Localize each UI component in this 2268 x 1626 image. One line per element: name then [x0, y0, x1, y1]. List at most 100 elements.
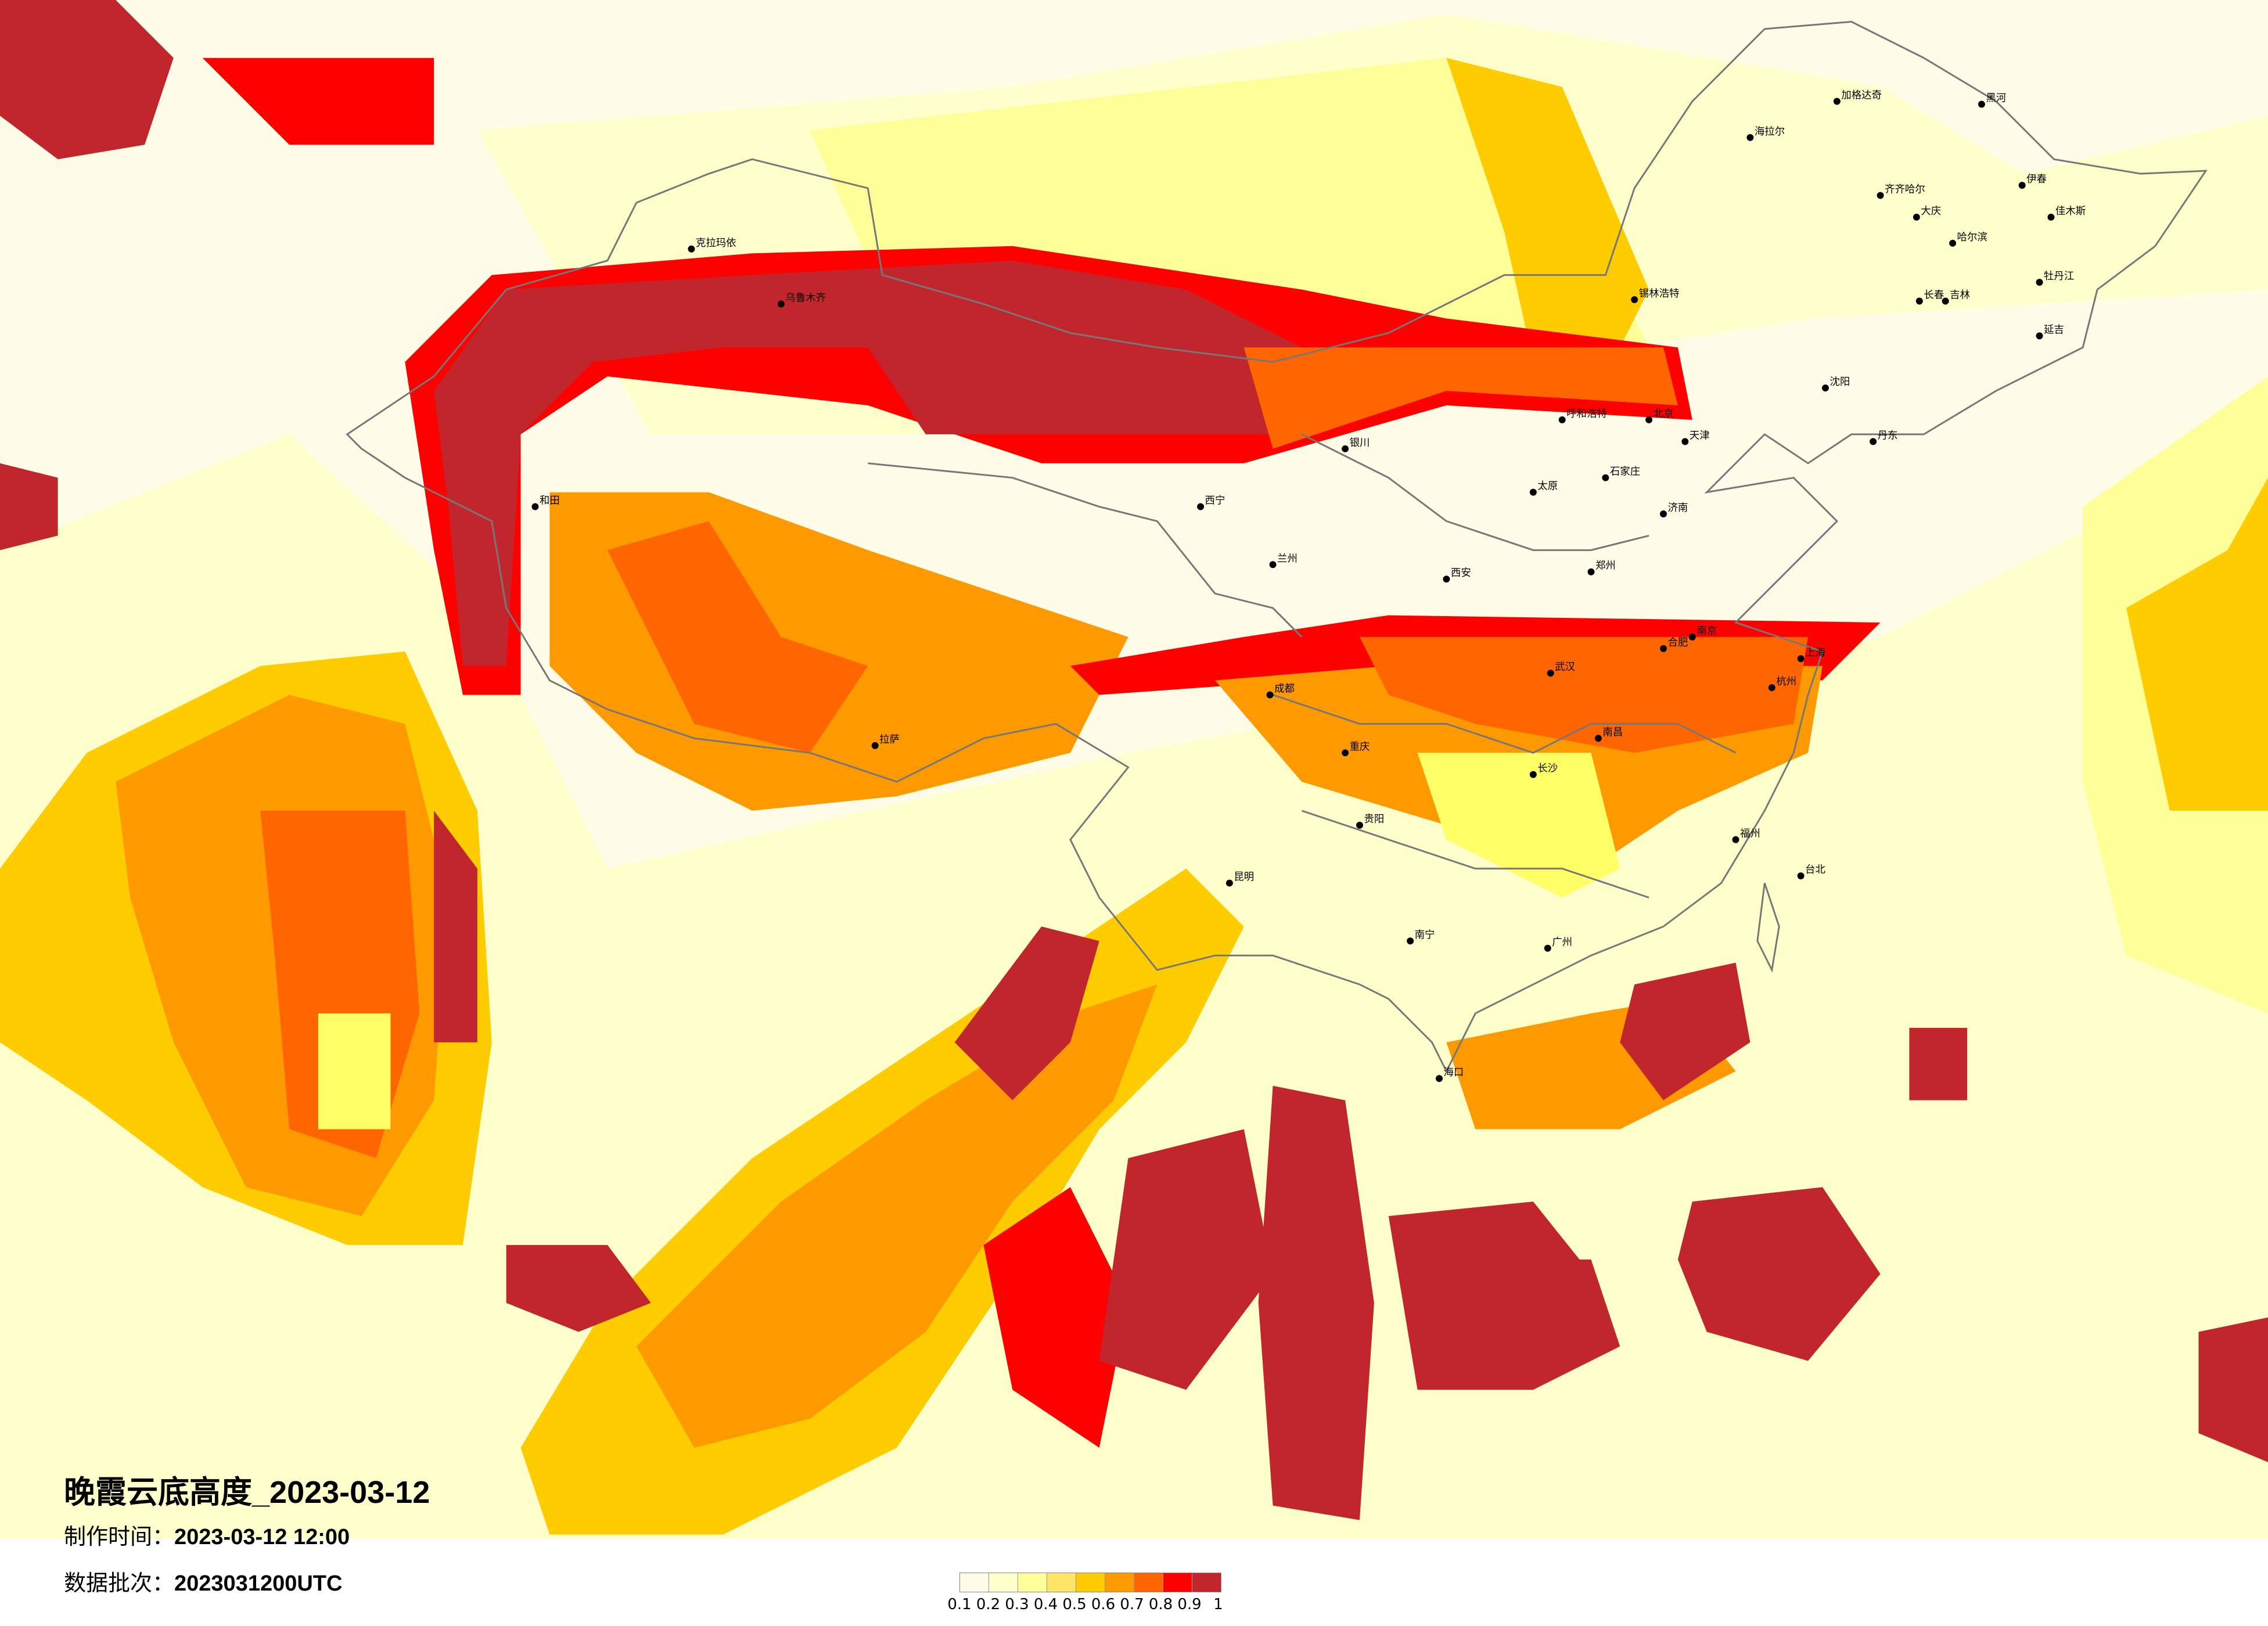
color-legend — [959, 1573, 1221, 1592]
city-dot — [1870, 438, 1877, 445]
city-dot — [1436, 1075, 1443, 1082]
city-dot — [2018, 182, 2026, 189]
city-dot — [1631, 296, 1638, 304]
city-label: 丹东 — [1878, 430, 1898, 441]
city-dot — [1544, 944, 1551, 952]
city-label: 贵阳 — [1364, 814, 1384, 825]
city-dot — [1342, 749, 1349, 757]
city-label: 伊春 — [2026, 174, 2047, 185]
city-label: 重庆 — [1350, 741, 1370, 753]
city-label: 长沙 — [1537, 763, 1558, 775]
city-label: 和田 — [540, 495, 560, 507]
legend-label: 0.7 — [1120, 1596, 1144, 1613]
city-dot — [531, 503, 539, 510]
city-dot — [1768, 684, 1775, 692]
city-dot — [688, 245, 695, 253]
title-date: _2023-03-12 — [252, 1475, 430, 1510]
legend-label: 0.4 — [1033, 1596, 1058, 1613]
city-dot — [1356, 821, 1363, 829]
legend-swatch — [1018, 1573, 1047, 1592]
legend-label: 0.9 — [1177, 1596, 1202, 1613]
city-dot — [2036, 279, 2043, 286]
city-label: 黑河 — [1986, 92, 2006, 104]
city-label: 石家庄 — [1610, 466, 1640, 478]
city-label: 广州 — [1552, 937, 1572, 948]
city-dot — [1913, 213, 1920, 221]
city-label: 郑州 — [1595, 560, 1616, 572]
city-dot — [1681, 438, 1689, 445]
legend-swatch — [960, 1573, 989, 1592]
city-label: 西安 — [1451, 567, 1471, 579]
city-label: 西宁 — [1205, 495, 1225, 507]
city-dot — [1645, 416, 1653, 423]
city-dot — [1407, 937, 1414, 945]
city-label: 延吉 — [2044, 324, 2064, 336]
legend-swatch — [1076, 1573, 1105, 1592]
city-label: 天津 — [1690, 430, 1710, 441]
city-label: 哈尔滨 — [1957, 232, 1987, 243]
city-dot — [1949, 239, 1957, 247]
city-dot — [1197, 503, 1205, 510]
city-dot — [1594, 735, 1602, 742]
city-dot — [1877, 192, 1884, 199]
city-dot — [1797, 655, 1805, 663]
city-label: 锡林浩特 — [1639, 288, 1680, 300]
legend-label: 0.8 — [1148, 1596, 1173, 1613]
city-dot — [1266, 691, 1274, 699]
city-label: 太原 — [1537, 481, 1558, 492]
city-dot — [2036, 332, 2043, 340]
city-dot — [1225, 879, 1233, 887]
production-time-label: 制作时间： — [64, 1524, 175, 1549]
data-batch-value: 2023031200UTC — [174, 1571, 343, 1596]
legend-label: 0.5 — [1062, 1596, 1087, 1613]
city-dot — [1732, 836, 1739, 843]
city-label: 昆明 — [1234, 872, 1254, 883]
legend-swatch — [1105, 1573, 1134, 1592]
city-label: 杭州 — [1776, 676, 1796, 688]
city-label: 南昌 — [1602, 726, 1623, 738]
boundary-lines — [346, 20, 2208, 1074]
city-label: 济南 — [1667, 502, 1688, 514]
city-dot — [871, 742, 879, 749]
data-batch-label: 数据批次： — [64, 1570, 175, 1596]
city-label: 银川 — [1350, 437, 1370, 449]
city-label: 合肥 — [1667, 637, 1688, 649]
map-title: 晚霞云底高度_2023-03-12 — [64, 1466, 430, 1512]
city-dot — [1746, 134, 1754, 141]
production-time-value: 2023-03-12 12:00 — [174, 1525, 350, 1549]
city-dot — [1833, 98, 1841, 105]
city-label: 拉萨 — [879, 734, 900, 746]
city-dot — [1587, 568, 1595, 575]
city-dot — [1797, 872, 1805, 880]
title-name: 晚霞云底高度 — [64, 1473, 252, 1510]
heatmap-layer — [0, 0, 2268, 1539]
city-dot — [1660, 645, 1667, 652]
production-time: 制作时间：2023-03-12 12:00 — [64, 1519, 350, 1551]
city-label: 乌鲁木齐 — [785, 293, 826, 304]
city-label: 南京 — [1696, 625, 1717, 637]
city-label: 佳木斯 — [2055, 206, 2086, 217]
city-label: 台北 — [1805, 864, 1825, 876]
city-dot — [1269, 561, 1277, 569]
city-label: 呼和浩特 — [1566, 408, 1607, 420]
city-label: 克拉玛依 — [696, 238, 736, 249]
legend-labels: 0.1 0.2 0.3 0.4 0.5 0.6 0.7 0.8 0.9 1 — [947, 1596, 1225, 1619]
city-dot — [1529, 488, 1537, 496]
city-dot — [1342, 445, 1349, 452]
legend-swatch — [1163, 1573, 1192, 1592]
city-label: 上海 — [1805, 647, 1825, 659]
legend-swatch — [1192, 1573, 1221, 1592]
city-dot — [2047, 213, 2055, 221]
legend-label: 0.3 — [1005, 1596, 1029, 1613]
legend-swatch — [1047, 1573, 1076, 1592]
city-label: 海拉尔 — [1755, 126, 1785, 138]
legend-label: 0.1 — [947, 1596, 972, 1613]
city-label: 海口 — [1443, 1067, 1464, 1078]
city-dot — [1602, 474, 1609, 481]
city-dot — [1558, 416, 1566, 423]
city-label: 武汉 — [1555, 661, 1575, 673]
city-dot — [1443, 575, 1450, 583]
city-label: 成都 — [1274, 684, 1295, 695]
